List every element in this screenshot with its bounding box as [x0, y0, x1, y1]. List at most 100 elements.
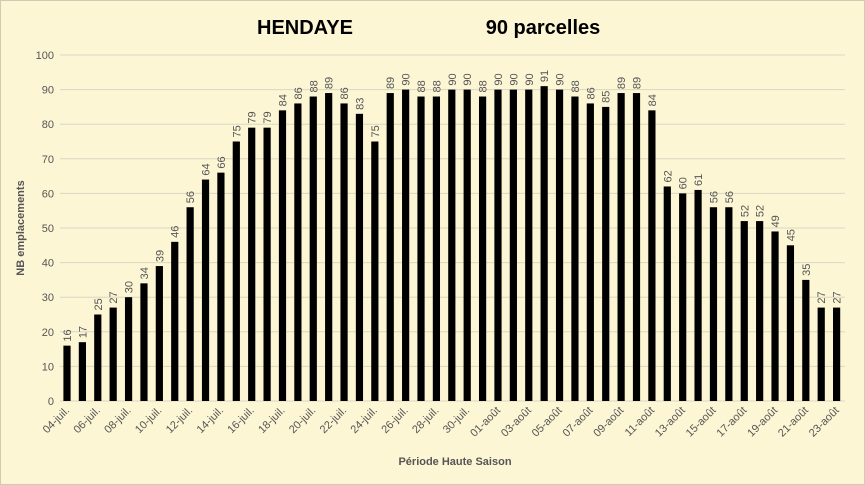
x-tick-label: 24-juil. [349, 405, 380, 436]
bar [432, 96, 441, 402]
bar [602, 106, 610, 402]
x-tick-label: 10-juil. [133, 405, 164, 436]
value-label: 62 [662, 170, 674, 182]
y-tick-label: 60 [42, 188, 54, 200]
value-label: 91 [539, 70, 551, 82]
x-tick-label: 09-août [591, 405, 626, 440]
chart-subtitle: 90 parcelles [486, 17, 601, 39]
bar [294, 103, 302, 401]
value-label: 86 [293, 87, 305, 99]
bar [248, 127, 256, 401]
value-label: 89 [385, 77, 397, 89]
y-tick-label: 10 [42, 361, 54, 373]
value-label: 84 [277, 94, 289, 106]
x-tick-label: 21-août [776, 405, 811, 440]
value-label: 45 [785, 229, 797, 241]
value-label: 17 [77, 326, 89, 338]
bar [78, 342, 86, 401]
bar [478, 96, 487, 402]
value-label: 52 [755, 205, 767, 217]
bar [140, 283, 148, 401]
value-label: 90 [508, 73, 520, 85]
bar [817, 307, 825, 401]
value-label: 27 [832, 291, 844, 303]
x-tick-label: 16-juil. [225, 405, 256, 436]
x-tick-label: 12-juil. [164, 405, 195, 436]
bar [278, 110, 287, 402]
bar [417, 96, 425, 402]
bar [802, 279, 810, 401]
value-label: 64 [201, 163, 213, 175]
value-label: 27 [108, 291, 120, 303]
x-tick-label: 28-juil. [410, 405, 441, 436]
bar [632, 93, 641, 401]
y-tick-label: 50 [42, 223, 54, 235]
x-tick-label: 14-juil. [195, 405, 226, 436]
value-label: 39 [154, 250, 166, 262]
bar [186, 207, 194, 401]
x-tick-label: 03-août [499, 405, 534, 440]
x-tick-label: 26-juil. [379, 405, 410, 436]
x-tick-label: 19-août [745, 405, 780, 440]
value-label: 46 [170, 226, 182, 238]
x-tick-label: 11-août [623, 405, 657, 439]
value-label: 90 [401, 73, 413, 85]
value-label: 66 [216, 156, 228, 168]
value-label: 27 [816, 291, 828, 303]
bar [63, 345, 71, 401]
value-label: 56 [708, 191, 720, 203]
bar [463, 89, 471, 401]
value-label: 30 [124, 281, 136, 293]
y-tick-label: 30 [42, 292, 54, 304]
x-tick-label: 22-juil. [318, 405, 349, 436]
value-label: 89 [616, 77, 628, 89]
bar [555, 89, 564, 401]
value-label: 75 [370, 125, 382, 137]
value-label: 83 [354, 98, 366, 110]
bar [263, 127, 271, 401]
bar [509, 89, 517, 401]
x-tick-label: 17-août [715, 405, 750, 440]
bar [725, 207, 733, 401]
value-label: 56 [724, 191, 736, 203]
x-tick-label: 13-août [653, 405, 688, 440]
x-tick-label: 04-juil. [41, 405, 72, 436]
bar [155, 266, 163, 401]
bar [525, 89, 533, 401]
y-tick-label: 90 [42, 85, 54, 97]
x-tick-label: 07-août [561, 405, 596, 440]
value-label: 88 [416, 80, 428, 92]
value-label: 52 [739, 205, 751, 217]
value-label: 85 [601, 91, 613, 103]
y-axis-label: NB emplacements [15, 180, 27, 275]
bar [540, 86, 548, 401]
bar [771, 231, 779, 401]
bar [386, 93, 394, 401]
bar [709, 207, 718, 401]
value-label: 90 [555, 73, 567, 85]
value-label: 16 [62, 329, 74, 341]
value-label: 60 [678, 177, 690, 189]
value-label: 79 [262, 111, 274, 123]
value-label: 88 [431, 80, 443, 92]
y-tick-label: 80 [42, 119, 54, 131]
bar [217, 172, 225, 401]
x-tick-label: 20-juil. [287, 405, 318, 436]
value-label: 56 [185, 191, 197, 203]
y-tick-label: 100 [36, 50, 54, 62]
bar [124, 297, 133, 401]
y-tick-label: 40 [42, 258, 54, 270]
x-tick-label: 06-juil. [72, 405, 103, 436]
value-label: 90 [462, 73, 474, 85]
y-tick-label: 20 [42, 327, 54, 339]
bar [171, 241, 179, 401]
bar [648, 110, 656, 402]
value-label: 89 [324, 77, 336, 89]
bar [325, 93, 333, 401]
value-label: 88 [308, 80, 320, 92]
x-tick-label: 08-juil. [102, 405, 133, 436]
value-label: 88 [570, 80, 582, 92]
value-label: 90 [493, 73, 505, 85]
bar [663, 186, 671, 401]
value-label: 90 [447, 73, 459, 85]
